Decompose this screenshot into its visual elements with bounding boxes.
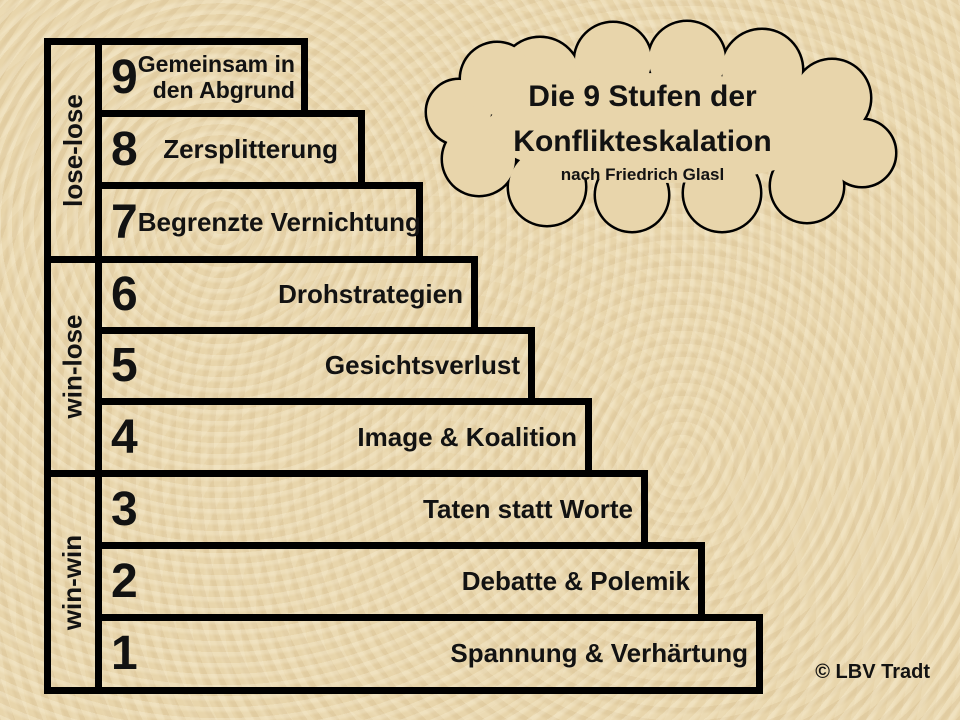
step-label-6: Drohstrategien xyxy=(278,279,463,310)
step-number-7: 7 xyxy=(111,195,138,249)
step-bar-4: 4 Image & Koalition xyxy=(95,398,592,477)
group-label-lose-lose: lose-lose xyxy=(57,94,88,207)
step-label-8: Zersplitterung xyxy=(163,133,338,164)
step-label-5: Gesichtsverlust xyxy=(324,350,520,381)
group-label-win-win: win-win xyxy=(57,534,88,630)
step-number-9: 9 xyxy=(111,50,138,104)
group-box-lose-lose: lose-lose xyxy=(44,38,102,263)
page-title-line-1: Die 9 Stufen der xyxy=(528,80,757,113)
step-number-8: 8 xyxy=(111,122,138,176)
step-number-4: 4 xyxy=(111,410,138,464)
step-bar-2: 2 Debatte & Polemik xyxy=(95,542,705,621)
step-label-4: Image & Koalition xyxy=(357,421,577,452)
step-number-2: 2 xyxy=(111,554,138,608)
title-block: Die 9 Stufen der Konflikteskalation nach… xyxy=(445,74,840,186)
step-label-9: Gemeinsam in den Abgrund xyxy=(137,50,303,104)
title-attribution: nach Friedrich Glasl xyxy=(560,165,725,184)
cloud-shape xyxy=(415,16,910,238)
step-number-1: 1 xyxy=(111,627,138,680)
step-bar-3: 3 Taten statt Worte xyxy=(95,470,648,549)
group-box-win-win: win-win xyxy=(44,470,102,694)
step-label-2: Debatte & Polemik xyxy=(461,565,690,596)
step-bar-6: 6 Drohstrategien xyxy=(95,256,478,334)
step-label-9-line-1: Gemeinsam in xyxy=(137,50,295,77)
step-label-1: Spannung & Verhärtung xyxy=(450,638,748,669)
step-number-6: 6 xyxy=(111,268,138,321)
step-bar-1: 1 Spannung & Verhärtung xyxy=(95,614,763,694)
step-bar-8: 8 Zersplitterung xyxy=(95,110,365,189)
step-bar-9: 9 Gemeinsam in den Abgrund xyxy=(95,38,308,117)
group-box-win-lose: win-lose xyxy=(44,256,102,477)
copyright-text: © LBV Tradt xyxy=(815,661,930,683)
step-label-7: Begrenzte Vernichtung xyxy=(137,206,421,237)
group-label-win-lose: win-lose xyxy=(57,314,88,419)
step-number-5: 5 xyxy=(111,339,138,392)
step-number-3: 3 xyxy=(111,482,138,536)
step-label-9-line-2: den Abgrund xyxy=(152,76,295,103)
step-label-3: Taten statt Worte xyxy=(423,493,633,524)
step-bar-5: 5 Gesichtsverlust xyxy=(95,327,535,405)
page-title-line-2: Konflikteskalation xyxy=(513,125,772,158)
step-bar-7: 7 Begrenzte Vernichtung xyxy=(95,182,423,263)
